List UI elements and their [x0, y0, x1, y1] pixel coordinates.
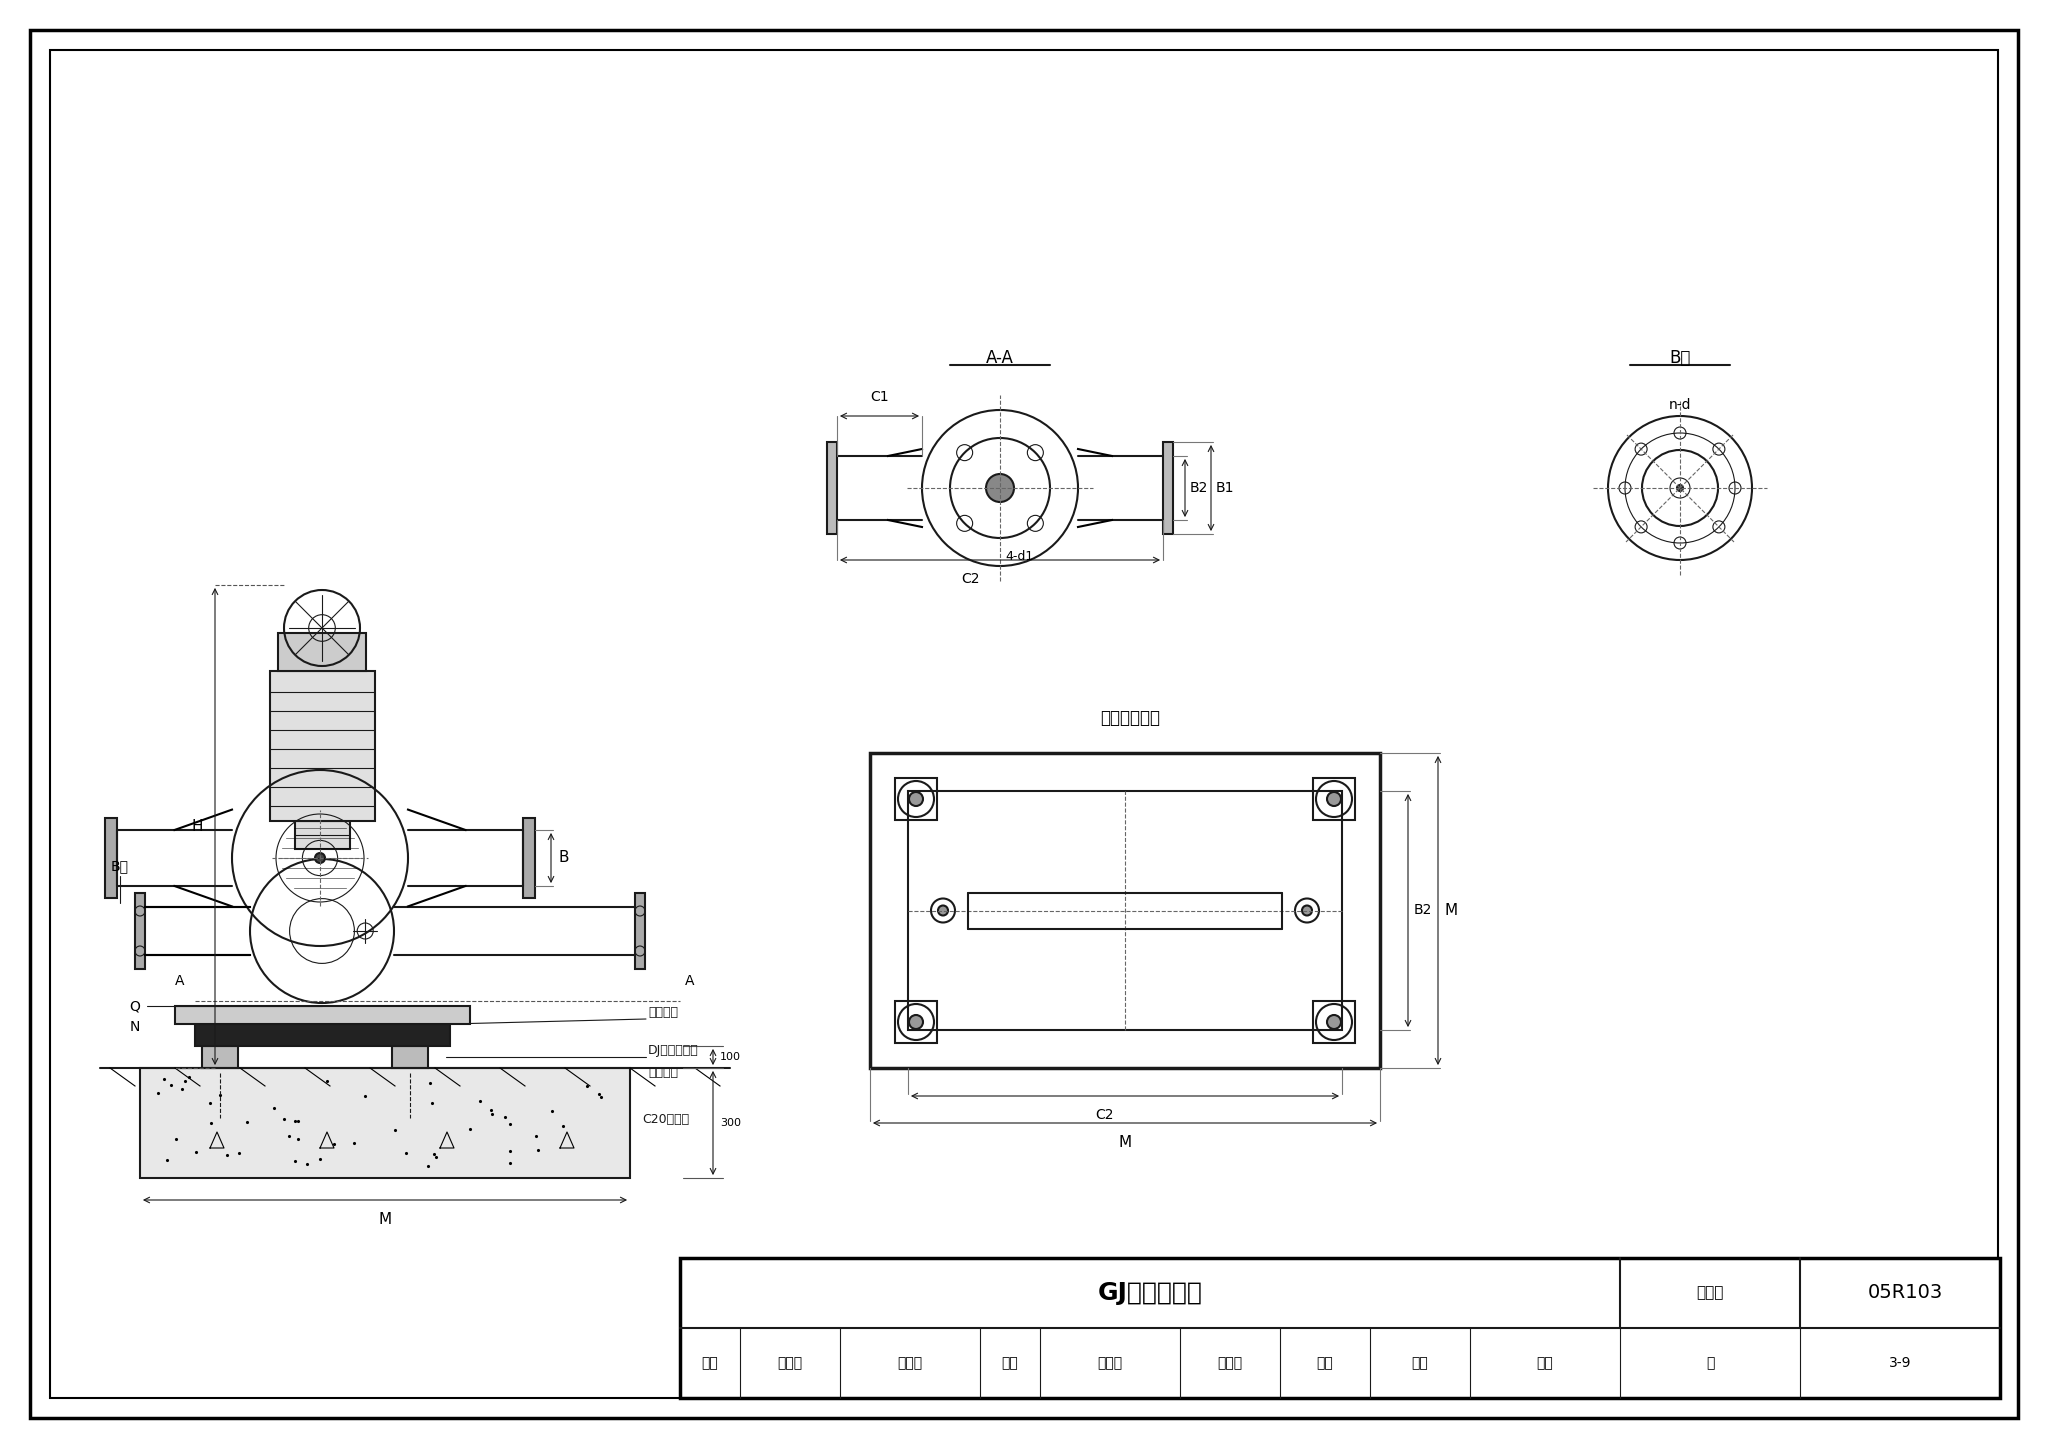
Text: M: M [379, 1212, 391, 1226]
Bar [895, 778, 938, 820]
Text: A-A: A-A [985, 349, 1014, 366]
Text: 文忍: 文忍 [1536, 1355, 1552, 1370]
Circle shape [938, 905, 948, 915]
Text: 3-9: 3-9 [1888, 1355, 1911, 1370]
Circle shape [1303, 905, 1313, 915]
Text: 100: 100 [721, 1053, 741, 1061]
Bar [135, 893, 145, 969]
Text: B: B [559, 850, 569, 866]
Text: A: A [176, 975, 184, 988]
Text: B向: B向 [111, 859, 129, 873]
Circle shape [1677, 485, 1683, 491]
Circle shape [909, 792, 924, 807]
Text: 华小化: 华小化 [897, 1355, 922, 1370]
Bar [635, 893, 645, 969]
Text: 图集号: 图集号 [1696, 1286, 1724, 1300]
Text: 300: 300 [721, 1118, 741, 1128]
Text: B2: B2 [1190, 481, 1208, 495]
Bar [827, 442, 838, 534]
Bar [270, 670, 375, 821]
Text: C1: C1 [870, 390, 889, 404]
Bar [104, 818, 117, 898]
Bar [522, 818, 535, 898]
Text: 页: 页 [1706, 1355, 1714, 1370]
Text: 校对: 校对 [1001, 1355, 1018, 1370]
Circle shape [985, 473, 1014, 502]
Bar [203, 1045, 238, 1069]
Circle shape [1327, 792, 1341, 807]
Text: B向: B向 [1669, 349, 1692, 366]
Text: M: M [1444, 904, 1456, 918]
Text: 设计: 设计 [1317, 1355, 1333, 1370]
Bar [1313, 1001, 1356, 1043]
Circle shape [315, 853, 326, 863]
Text: H: H [193, 820, 203, 834]
Text: 4-d1: 4-d1 [1006, 549, 1034, 562]
Text: 减振台座平面: 减振台座平面 [1100, 710, 1159, 727]
Circle shape [909, 1015, 924, 1030]
Text: C20砼基础: C20砼基础 [641, 1114, 688, 1127]
Text: 审核: 审核 [702, 1355, 719, 1370]
Text: 减振台座: 减振台座 [647, 1006, 678, 1019]
Text: B2: B2 [1413, 904, 1432, 918]
Bar [279, 633, 367, 670]
Text: C2: C2 [961, 572, 979, 586]
Text: B1: B1 [1217, 481, 1235, 495]
Bar [895, 1001, 938, 1043]
Text: M: M [1118, 1135, 1133, 1150]
Bar [680, 1258, 2001, 1397]
Text: 郭青志: 郭青志 [1098, 1355, 1122, 1370]
Circle shape [1327, 1015, 1341, 1030]
Text: DJ系列减振器: DJ系列减振器 [647, 1044, 698, 1057]
Bar [195, 1024, 451, 1045]
Bar [174, 1006, 469, 1024]
Text: 05R103: 05R103 [1868, 1283, 1944, 1303]
Text: Q: Q [129, 1001, 139, 1014]
Text: N: N [129, 1019, 139, 1034]
Bar [295, 821, 350, 849]
Bar [139, 1069, 631, 1179]
Bar [1313, 778, 1356, 820]
Bar [870, 753, 1380, 1069]
Text: 郭青志: 郭青志 [1217, 1355, 1243, 1370]
Text: n-d: n-d [1669, 398, 1692, 413]
Text: C2: C2 [1096, 1108, 1114, 1122]
Text: GJ型泵安装图: GJ型泵安装图 [1098, 1281, 1202, 1305]
Bar [391, 1045, 428, 1069]
Bar [1163, 442, 1174, 534]
Text: A: A [686, 975, 694, 988]
Text: 室内地坪: 室内地坪 [647, 1066, 678, 1079]
Bar [907, 791, 1341, 1030]
Text: 王庆: 王庆 [1411, 1355, 1427, 1370]
Text: 牛小化: 牛小化 [778, 1355, 803, 1370]
